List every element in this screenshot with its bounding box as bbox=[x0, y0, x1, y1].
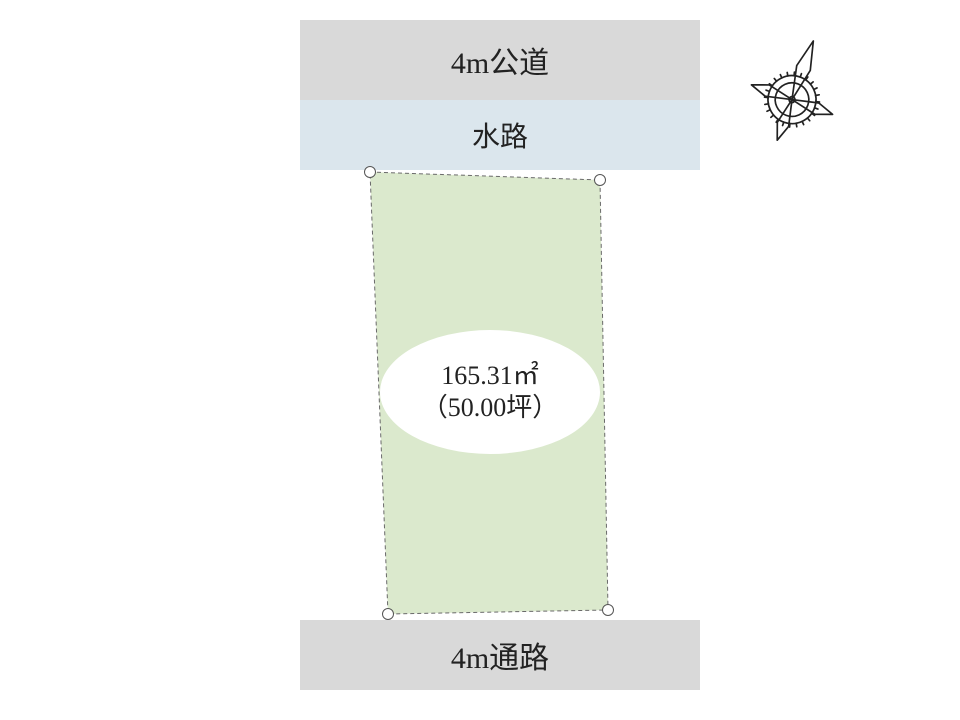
compass-icon bbox=[732, 30, 852, 150]
lot-corner-br bbox=[602, 604, 614, 616]
lot-corner-tr bbox=[594, 174, 606, 186]
lot-area-label: 165.31㎡ （50.00坪） bbox=[380, 330, 600, 454]
road-bottom-band: 4m通路 bbox=[300, 620, 700, 690]
lot-area-text: 165.31㎡ （50.00坪） bbox=[422, 360, 559, 425]
road-bottom-label: 4m通路 bbox=[451, 633, 549, 677]
lot-corner-bl bbox=[382, 608, 394, 620]
lot-area-line2: （50.00坪） bbox=[422, 392, 559, 425]
plot-diagram: 4m公道 水路 165.31㎡ （50.00坪） 4m通路 bbox=[0, 0, 960, 720]
lot-area-line1: 165.31㎡ bbox=[422, 360, 559, 393]
lot-corner-tl bbox=[364, 166, 376, 178]
